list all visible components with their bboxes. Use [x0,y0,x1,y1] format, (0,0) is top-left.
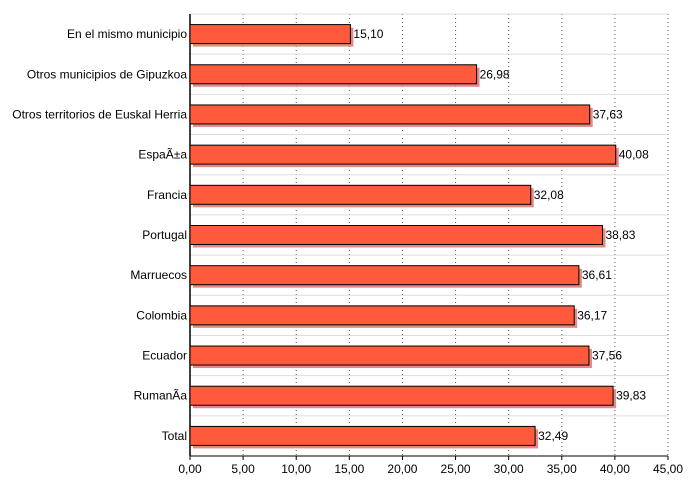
bar [189,225,603,245]
bar [189,425,536,446]
x-tick-label: 20,00 [387,462,417,476]
labels: 15,10 En el mismo municipio 26,98 Otros mun… [12,27,683,476]
category-label: Total [162,429,187,443]
bar [189,305,575,326]
value-label: 40,08 [619,148,649,162]
bar [189,385,614,406]
category-label: Portugal [142,228,187,242]
value-label: 37,63 [593,107,623,121]
bar [189,24,351,45]
x-tick-label: 5,00 [231,462,255,476]
value-label: 37,56 [592,349,622,363]
category-label: EspaÃ±a [138,148,187,162]
value-label: 32,49 [538,429,568,443]
category-label: Marruecos [130,268,187,282]
value-label: 32,08 [534,188,564,202]
category-label: Colombia [136,308,187,322]
bar [189,144,617,165]
value-label: 38,83 [605,228,635,242]
value-label: 39,83 [616,389,646,403]
x-tick-label: 30,00 [494,462,524,476]
category-label: En el mismo municipio [67,27,187,41]
value-label: 26,98 [480,67,510,81]
category-label: Otros municipios de Gipuzkoa [27,67,187,81]
bar [189,64,478,85]
bar [189,184,532,205]
bar [189,104,591,125]
bar [189,345,590,366]
bars [189,24,619,449]
x-tick-label: 25,00 [441,462,471,476]
category-label: RumanÃ­a [134,389,188,403]
x-tick-label: 10,00 [281,462,311,476]
x-tick-label: 40,00 [600,462,630,476]
x-tick-label: 45,00 [653,462,683,476]
x-tick-label: 0,00 [178,462,202,476]
x-tick-label: 15,00 [334,462,364,476]
value-label: 15,10 [353,27,383,41]
x-tick-label: 35,00 [547,462,577,476]
category-label: Francia [147,188,187,202]
category-label: Otros territorios de Euskal Herria [12,107,187,121]
value-label: 36,61 [582,268,612,282]
category-label: Ecuador [142,349,187,363]
bar [189,265,580,286]
value-label: 36,17 [577,308,607,322]
